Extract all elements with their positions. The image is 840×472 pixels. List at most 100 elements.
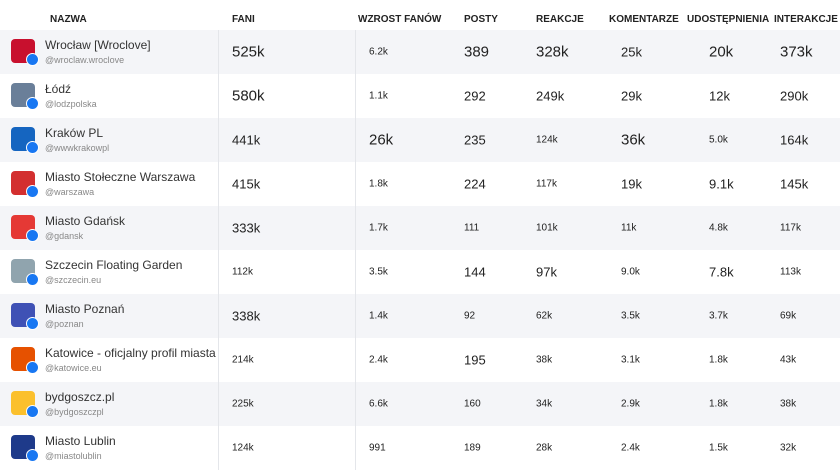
- metric-value: 145k: [780, 176, 809, 192]
- column-separator: [355, 294, 356, 338]
- column-header: NAZWA: [50, 14, 87, 25]
- page-name: Miasto Stołeczne Warszawa: [45, 170, 196, 184]
- metric-value: 214k: [232, 354, 254, 366]
- page-name: Kraków PL: [45, 126, 104, 140]
- page-name: Szczecin Floating Garden: [45, 258, 183, 272]
- metric-value: 29k: [621, 88, 642, 104]
- metric-value: 69k: [780, 310, 797, 322]
- column-header: INTERAKCJE: [774, 14, 838, 25]
- metric-value: 3.1k: [621, 354, 640, 366]
- page-name: Katowice - oficjalny profil miasta: [45, 346, 216, 360]
- column-separator: [218, 382, 219, 426]
- page-handle: @gdansk: [45, 231, 84, 241]
- metric-value: 189: [464, 442, 481, 454]
- column-separator: [218, 30, 219, 74]
- metric-value: 9.1k: [709, 176, 734, 192]
- page-handle: @katowice.eu: [45, 363, 102, 373]
- table-row: bydgoszcz.pl @bydgoszczpl 225k 6.6k 160 34k 2.…: [0, 382, 840, 426]
- column-header: WZROST FANÓW: [358, 14, 442, 25]
- table-row: Miasto Stołeczne Warszawa @warszawa 415k 1.…: [0, 162, 840, 206]
- page-handle: @wwwkrakowpl: [45, 143, 110, 153]
- page-name: bydgoszcz.pl: [45, 390, 115, 404]
- metric-value: 290k: [780, 88, 809, 104]
- metric-value: 4.8k: [709, 222, 728, 234]
- page-name: Miasto Poznań: [45, 302, 125, 316]
- column-separator: [355, 74, 356, 118]
- page-name: Miasto Lublin: [45, 434, 116, 448]
- facebook-badge: [26, 185, 39, 198]
- metric-value: 580k: [232, 87, 265, 105]
- metric-value: 160: [464, 398, 481, 410]
- metric-value: 235: [464, 132, 486, 148]
- metric-value: 19k: [621, 176, 642, 192]
- metric-value: 32k: [780, 442, 797, 454]
- facebook-badge: [26, 53, 39, 66]
- page-handle: @warszawa: [45, 187, 95, 197]
- metric-value: 43k: [780, 354, 797, 366]
- column-separator: [218, 294, 219, 338]
- column-separator: [355, 426, 356, 470]
- column-separator: [355, 382, 356, 426]
- metric-value: 1.8k: [709, 398, 728, 410]
- column-separator: [355, 338, 356, 382]
- metric-value: 333k: [232, 220, 261, 236]
- metric-value: 991: [369, 442, 386, 454]
- metric-value: 26k: [369, 131, 394, 149]
- metric-value: 2.4k: [621, 442, 640, 454]
- metric-value: 224: [464, 176, 486, 192]
- metric-value: 2.4k: [369, 354, 388, 366]
- metric-value: 101k: [536, 222, 558, 234]
- metric-value: 6.6k: [369, 398, 388, 410]
- metric-value: 38k: [536, 354, 553, 366]
- page-name: Wrocław [Wroclove]: [45, 38, 151, 52]
- metric-value: 144: [464, 264, 486, 280]
- metric-value: 1.8k: [709, 354, 728, 366]
- column-separator: [218, 162, 219, 206]
- metric-value: 5.0k: [709, 134, 728, 146]
- table-row: Miasto Lublin @miastolublin 124k 991 189 28k 2…: [0, 426, 840, 470]
- facebook-badge: [26, 449, 39, 462]
- page-name: Łódź: [45, 82, 72, 96]
- metric-value: 415k: [232, 176, 261, 192]
- column-separator: [218, 118, 219, 162]
- column-separator: [355, 30, 356, 74]
- facebook-badge: [26, 273, 39, 286]
- metric-value: 3.5k: [369, 266, 388, 278]
- metric-value: 112k: [232, 266, 253, 278]
- facebook-badge: [26, 405, 39, 418]
- metric-value: 97k: [536, 264, 557, 280]
- metric-value: 1.5k: [709, 442, 728, 454]
- metric-value: 9.0k: [621, 266, 640, 278]
- metric-value: 2.9k: [621, 398, 640, 410]
- column-header: POSTY: [464, 14, 498, 25]
- facebook-badge: [26, 229, 39, 242]
- metric-value: 3.5k: [621, 310, 640, 322]
- column-separator: [355, 250, 356, 294]
- column-separator: [218, 206, 219, 250]
- page-handle: @miastolublin: [45, 451, 102, 461]
- metric-value: 164k: [780, 132, 809, 148]
- facebook-badge: [26, 97, 39, 110]
- metric-value: 1.8k: [369, 178, 388, 190]
- metric-value: 441k: [232, 132, 261, 148]
- table-row: Szczecin Floating Garden @szczecin.eu 112k…: [0, 250, 840, 294]
- table-row: Miasto Poznań @poznan 338k 1.4k 92 62k 3.5k 3.7…: [0, 294, 840, 338]
- table-row: Kraków PL @wwwkrakowpl 441k 26k 235 124k 36k 5.…: [0, 118, 840, 162]
- metric-value: 292: [464, 88, 486, 104]
- metric-value: 1.7k: [369, 222, 388, 234]
- metric-value: 328k: [536, 43, 569, 61]
- metric-value: 12k: [709, 88, 730, 104]
- column-separator: [218, 338, 219, 382]
- facebook-badge: [26, 361, 39, 374]
- metric-value: 20k: [709, 43, 734, 61]
- table-row: Wrocław [Wroclove] @wroclaw.wroclove 525k 6…: [0, 30, 840, 74]
- facebook-badge: [26, 317, 39, 330]
- metric-value: 1.4k: [369, 310, 388, 322]
- metric-value: 389: [464, 43, 490, 61]
- metric-value: 117k: [780, 222, 801, 234]
- column-separator: [218, 250, 219, 294]
- table-row: Miasto Gdańsk @gdansk 333k 1.7k 111 101k 11k 4.…: [0, 206, 840, 250]
- column-separator: [218, 74, 219, 118]
- table-row: Katowice - oficjalny profil miasta @katow…: [0, 338, 840, 382]
